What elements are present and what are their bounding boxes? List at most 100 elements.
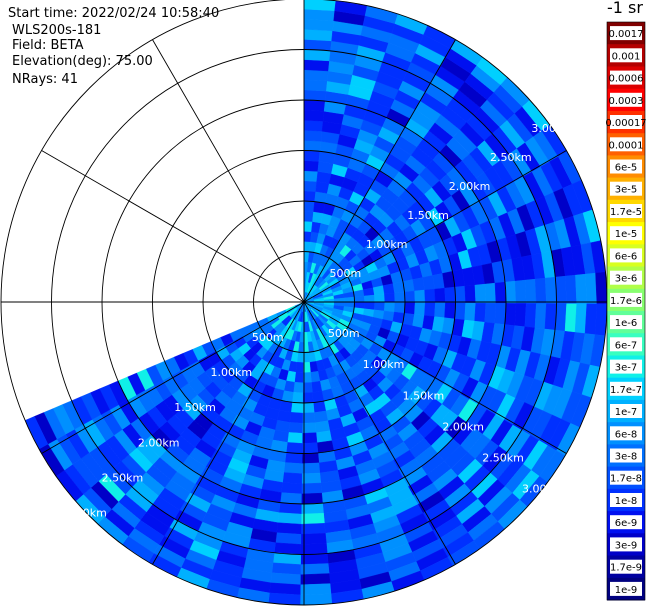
range-gate [534,277,547,304]
range-gate [303,18,334,32]
range-gate [303,49,331,62]
range-gate [301,482,322,495]
colorbar-label: 3e-7 [615,363,638,374]
range-gate [303,220,313,232]
colorbar-label: 1e-8 [615,496,638,507]
range-gate [289,412,303,424]
colorbar-label-bg [610,515,642,530]
range-gate [288,422,303,434]
range-label: 1.50km [174,401,216,414]
range-label: 2.00km [442,420,484,433]
range-gate [303,69,329,82]
range-gate [444,302,456,320]
range-gate [394,291,406,303]
colorbar-label: 1e-7 [615,407,638,418]
range-gate [299,593,333,606]
colorbar-label-bg [610,381,642,396]
range-gate [293,381,304,394]
range-gate [464,302,476,322]
range-gate [301,492,323,505]
range-gate [282,472,303,485]
colorbar-label-bg [610,48,642,63]
azimuth-spoke [152,39,456,565]
colorbar-label-bg [610,226,642,241]
range-label: 500m [252,331,284,344]
range-gate [384,292,396,303]
range-gate [524,278,537,304]
range-gate [290,402,303,414]
range-gate [303,89,327,102]
range-gate [303,99,326,112]
range-gate [303,29,333,42]
range-gate [300,523,326,535]
range-gate [484,282,497,304]
range-gate [434,302,446,318]
range-label: 1.00km [211,366,253,379]
nrays-text: NRays: 41 [12,72,78,87]
range-gate [301,462,321,474]
range-label: 3.00km [522,483,564,496]
range-label: 1.50km [403,389,445,402]
range-label: 1.00km [363,358,405,371]
colorbar-title: -1 sr [607,0,643,17]
range-gate [301,472,322,485]
colorbar-label: 0.0006 [609,74,644,85]
range-gate [303,79,328,92]
range-gate [474,302,487,323]
colorbar-label-bg [610,92,642,107]
range-gate [303,130,323,142]
colorbar-label-bg [610,248,642,263]
range-gate [382,283,395,295]
range-gate [303,180,317,192]
colorbar-label: 3e-6 [615,274,638,285]
range-gate [414,302,426,316]
range-gate [564,303,577,333]
colorbar-label-bg [610,537,642,552]
range-gate [274,542,302,555]
ppi-gates [24,0,608,606]
range-gate [575,273,588,305]
range-label: 2.00km [138,436,180,449]
range-gate [300,583,332,596]
colorbar-label-bg [610,115,642,129]
range-gate [300,573,331,586]
colorbar-label-bg [610,270,642,285]
colorbar-label-bg [610,315,642,330]
range-gate [303,190,316,202]
range-gate [284,452,303,464]
range-gate [394,302,406,314]
range-gate [494,302,507,325]
range-gate [544,303,557,331]
colorbar-label: 0.001 [612,51,641,62]
range-gate [300,533,327,545]
range-gate [300,512,325,525]
range-gate [303,200,315,212]
elevation-text: Elevation(deg): 75.00 [12,54,153,69]
colorbar-label: 1e-5 [615,229,638,240]
range-gate [414,289,426,304]
colorbar-label-bg [610,359,642,374]
range-gate [504,303,517,326]
range-gate [364,294,375,303]
range-gate [474,283,487,304]
field-text: Field: BETA [12,38,84,53]
colorbar-label: 3e-8 [615,452,638,463]
range-gate [444,286,456,304]
range-label: 1.00km [366,238,408,251]
colorbar: 0.0017 0.001 0.0006 0.0003 0.00017 0.0001 6e-5… [605,21,647,601]
colorbar-label: 1.7e-6 [610,296,642,307]
colorbar-label: 0.0017 [609,29,644,40]
range-gate [374,302,386,312]
range-gate [311,380,323,393]
range-gate [454,285,466,304]
range-label: 2.50km [102,471,144,484]
instrument-text: WLS200s-181 [12,23,102,38]
colorbar-label: 6e-7 [615,340,638,351]
range-gate [303,160,320,172]
range-gate [303,170,319,182]
colorbar-label: 1.7e-5 [610,207,642,218]
range-label: 500m [328,327,360,340]
range-gate [374,293,386,303]
colorbar-label-bg [610,159,642,174]
colorbar-label: 1e-9 [615,585,638,596]
